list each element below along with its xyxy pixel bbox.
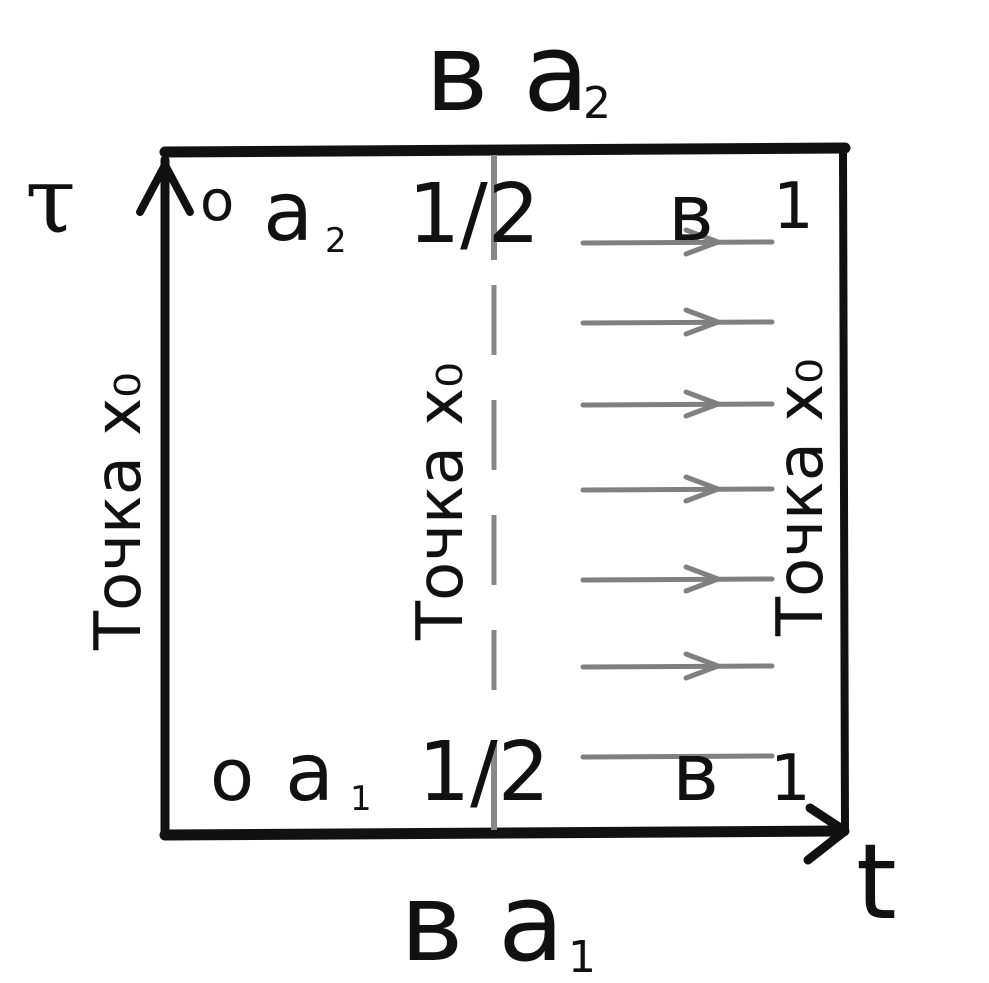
bottom-row-half: 1/2 [418,725,550,820]
t-axis-label: t [856,821,897,943]
bottom-label-sub: 1 [568,932,596,983]
top-row-half: 1/2 [408,167,540,262]
frame-right [839,146,849,836]
bottom-label-main: в а [400,861,564,983]
frame-top [159,142,851,158]
flow-arrow-line [580,486,775,493]
flow-arrow-head [683,227,721,257]
middle-vertical-text: Точка x₀ [404,362,478,641]
right-vertical-text: Точка x₀ [764,358,838,637]
flow-arrow-head [683,389,721,419]
top-row-zero: о [200,169,234,234]
tau-axis-label: τ [25,147,76,254]
top-row-a-sub: 2 [325,221,347,261]
flow-arrow-line [580,239,775,246]
bottom-row-a-sub: 1 [350,779,372,819]
tau-axis-arrowhead [136,161,194,216]
flow-arrow-line [580,753,775,760]
flow-arrow-head [683,307,721,337]
flow-arrow-line [580,663,775,670]
top-row-b: в [668,169,714,259]
bottom-row-one: 1 [770,742,811,816]
t-axis-arrowhead [803,803,850,865]
top-label-main: в а [425,11,589,136]
flow-arrow-head [683,651,721,681]
flow-arrow-line [580,319,775,326]
top-label-sub: 2 [583,78,611,129]
frame-bottom [159,825,844,841]
flow-arrow-head [683,474,721,504]
flow-arrow-line [580,576,775,583]
flow-arrows [580,227,775,760]
bottom-row-a: а [285,726,334,819]
bottom-row-zero: о [210,733,254,817]
flow-arrow-line [580,401,775,408]
top-row-one: 1 [773,170,814,244]
bottom-row-b: в [672,726,719,819]
left-vertical-text: Точка x₀ [82,372,156,651]
flow-arrow-head [683,564,721,594]
top-row-a: а [263,165,313,260]
